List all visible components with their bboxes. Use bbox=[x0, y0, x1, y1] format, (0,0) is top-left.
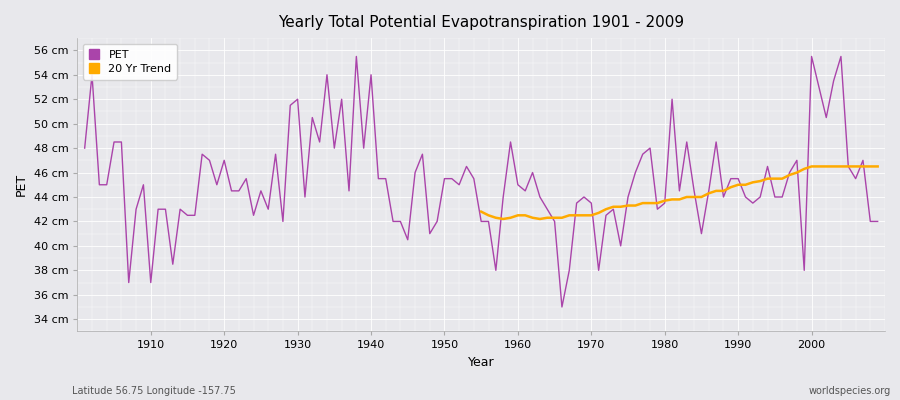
X-axis label: Year: Year bbox=[468, 356, 494, 369]
Legend: PET, 20 Yr Trend: PET, 20 Yr Trend bbox=[83, 44, 177, 80]
Y-axis label: PET: PET bbox=[15, 173, 28, 196]
Text: worldspecies.org: worldspecies.org bbox=[809, 386, 891, 396]
Title: Yearly Total Potential Evapotranspiration 1901 - 2009: Yearly Total Potential Evapotranspiratio… bbox=[278, 15, 684, 30]
Text: Latitude 56.75 Longitude -157.75: Latitude 56.75 Longitude -157.75 bbox=[72, 386, 236, 396]
